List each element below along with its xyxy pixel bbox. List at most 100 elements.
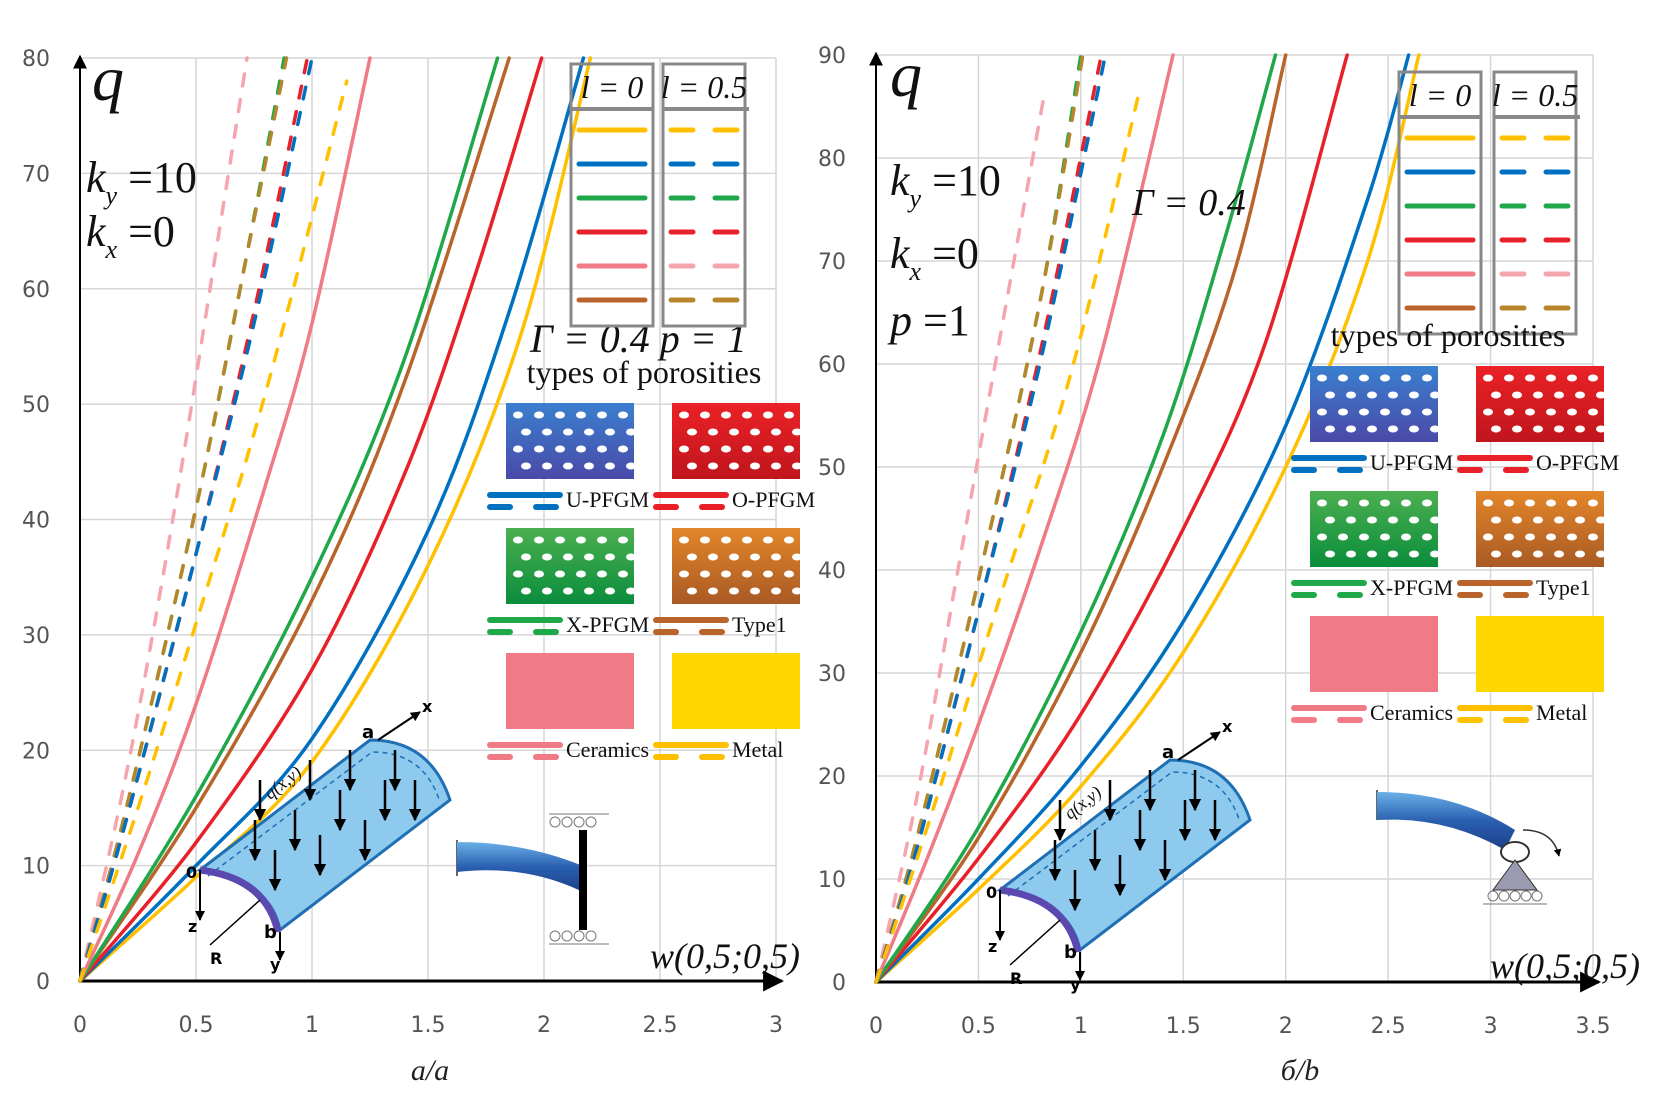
pore-dot <box>597 445 607 453</box>
pore-dot <box>1575 550 1585 558</box>
pore-dot <box>687 587 697 595</box>
pore-dot <box>771 428 781 436</box>
pore-dot <box>1409 516 1419 524</box>
x-axis-arrow-icon <box>1177 731 1221 761</box>
series-line-ceramics-l-0 <box>874 53 1175 984</box>
pore-dot <box>1388 391 1398 399</box>
pore-dot <box>1338 374 1348 382</box>
radius-line <box>1009 919 1061 966</box>
pore-dot <box>1409 391 1419 399</box>
porosity-swatch-ceramics <box>506 653 634 729</box>
x-tick-label: 2 <box>1279 1014 1293 1039</box>
x-tick-label: 3 <box>769 1013 783 1038</box>
roller-icon <box>549 816 561 828</box>
pore-dot <box>521 462 531 470</box>
sliding-support-icon <box>579 830 587 930</box>
pore-dot <box>1388 550 1398 558</box>
pore-dot <box>1483 408 1493 416</box>
pore-dot <box>721 411 731 419</box>
pore-dot <box>597 411 607 419</box>
pore-dot <box>534 445 544 453</box>
radius-line <box>209 899 261 946</box>
series-line-type1-l-0 <box>874 53 1288 984</box>
pore-dot <box>1575 425 1585 433</box>
x-tick-label: 1.5 <box>411 1013 446 1038</box>
pore-dot <box>729 553 739 561</box>
pore-dot <box>1588 499 1598 507</box>
pore-dot <box>1512 516 1522 524</box>
roller-icon <box>1487 890 1499 902</box>
x-tick-label: 2.5 <box>643 1013 678 1038</box>
pore-dot <box>1338 533 1348 541</box>
pore-dot <box>513 411 523 419</box>
hinge-icon <box>1500 841 1530 863</box>
series-line-ceramics-l-0-5 <box>874 94 1046 984</box>
x-tick-label: 1 <box>1074 1014 1088 1039</box>
series-line-ceramics-l-0-5 <box>78 56 249 983</box>
pore-dot <box>1504 408 1514 416</box>
pore-dot <box>1422 533 1432 541</box>
diagram-label-R: R <box>210 949 222 968</box>
x-axis-arrow-icon <box>377 711 421 741</box>
pore-dot <box>763 536 773 544</box>
diagram-label-a: a <box>362 722 374 743</box>
x-tick-label: 2.5 <box>1371 1014 1406 1039</box>
shell-arc <box>199 866 282 933</box>
pore-dot <box>626 553 636 561</box>
pore-dot <box>1430 550 1440 558</box>
shell-edge-dashed <box>1007 771 1241 897</box>
pore-dot <box>1346 391 1356 399</box>
pore-dot <box>784 570 794 578</box>
pore-dot <box>1380 408 1390 416</box>
y-tick-label: 0 <box>832 971 846 996</box>
pore-dot <box>750 553 760 561</box>
pore-dot <box>1338 499 1348 507</box>
roller-icon <box>585 930 597 942</box>
pore-dot <box>784 536 794 544</box>
roller-icon <box>573 930 585 942</box>
pore-dot <box>700 536 710 544</box>
pore-dot <box>1346 550 1356 558</box>
chart-panel-b: 0 10 20 30 40 50 60 70 80 90 0 0.5 1 1.5 2 2.5 3 3.5 q w(0,… <box>818 39 1640 1039</box>
pore-dot <box>687 553 697 561</box>
type-label: U-PFGM <box>566 487 649 512</box>
pore-dot <box>1533 425 1543 433</box>
type-label: X-PFGM <box>1370 575 1453 600</box>
x-tick-label: 3.5 <box>1576 1014 1611 1039</box>
pore-dot <box>1567 374 1577 382</box>
parameter-annotation: p =1 <box>887 296 970 345</box>
type-label: Metal <box>732 737 783 762</box>
pore-dot <box>1380 533 1390 541</box>
roller-icon <box>561 816 573 828</box>
pore-dot <box>1575 391 1585 399</box>
legend-header: l = 0.5 <box>1492 77 1578 113</box>
pore-dot <box>1504 374 1514 382</box>
series-line-u-pfgm-l-0-5 <box>874 53 1108 984</box>
pore-dot <box>679 570 689 578</box>
pore-dot <box>1525 408 1535 416</box>
pore-dot <box>521 428 531 436</box>
pore-dot <box>555 445 565 453</box>
pore-dot <box>584 428 594 436</box>
pore-dot <box>1325 516 1335 524</box>
series-line-ceramics-l-0 <box>78 56 372 983</box>
pore-dot <box>792 587 802 595</box>
pore-dot <box>1401 499 1411 507</box>
x-axis-label: w(0,5;0,5) <box>1490 946 1640 986</box>
pore-dot <box>1491 550 1501 558</box>
pore-dot <box>1512 550 1522 558</box>
pore-dot <box>1325 550 1335 558</box>
pore-dot <box>1567 533 1577 541</box>
pore-dot <box>1401 374 1411 382</box>
pore-dot <box>597 570 607 578</box>
pore-dot <box>708 553 718 561</box>
shell-body <box>996 758 1252 953</box>
diagram-label-z: z <box>988 937 997 956</box>
pore-dot <box>1533 391 1543 399</box>
roller-icon <box>1509 890 1521 902</box>
type-label: Ceramics <box>566 737 649 762</box>
pore-dot <box>563 462 573 470</box>
type-label: X-PFGM <box>566 612 649 637</box>
shell-edge-dashed <box>207 751 441 877</box>
